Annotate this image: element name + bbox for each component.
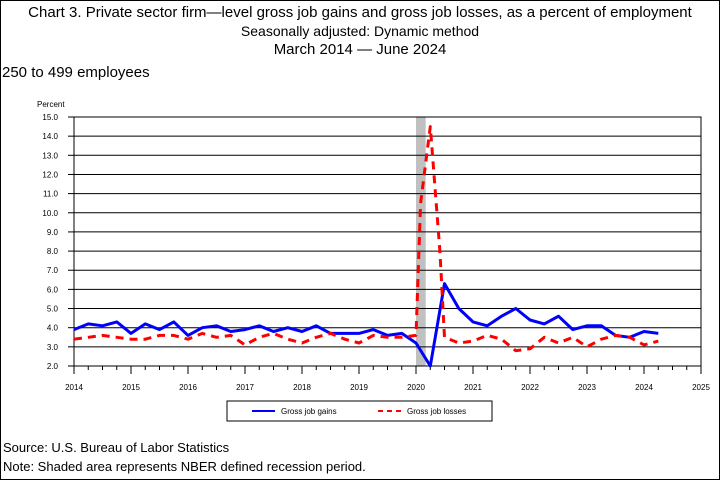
series-line-gains: [73, 282, 659, 368]
y-tick-label: 8.0: [47, 247, 59, 256]
y-tick-label: 13.0: [42, 151, 58, 160]
y-tick-label: 15.0: [42, 113, 58, 122]
x-tick-label: 2015: [122, 383, 140, 392]
y-tick-label: 14.0: [42, 132, 58, 141]
x-tick-label: 2025: [692, 383, 710, 392]
legend-label-gains: Gross job gains: [281, 407, 337, 416]
y-tick-label: 9.0: [47, 228, 59, 237]
x-tick-label: 2020: [407, 383, 425, 392]
legend-label-losses: Gross job losses: [407, 407, 466, 416]
y-tick-label: 10.0: [42, 209, 58, 218]
chart-subtitle: 250 to 499 employees: [2, 64, 150, 81]
recession-note: Note: Shaded area represents NBER define…: [3, 459, 366, 474]
y-tick-label: 11.0: [43, 190, 59, 199]
y-tick-label: 5.0: [47, 305, 59, 314]
x-tick-label: 2021: [464, 383, 482, 392]
x-tick-label: 2014: [65, 383, 83, 392]
x-tick-label: 2023: [578, 383, 596, 392]
y-tick-label: 12.0: [42, 170, 58, 179]
x-tick-label: 2019: [350, 383, 368, 392]
chart-title-method: Seasonally adjusted: Dynamic method: [240, 23, 480, 39]
x-tick-label: 2024: [635, 383, 653, 392]
recession-shade: [416, 117, 426, 366]
x-tick-label: 2018: [293, 383, 311, 392]
x-tick-label: 2016: [179, 383, 197, 392]
y-tick-label: 3.0: [47, 343, 59, 352]
chart-title: Chart 3. Private sector firm—level gross…: [28, 4, 692, 21]
x-tick-label: 2017: [236, 383, 254, 392]
series-line-losses: [73, 125, 659, 353]
y-tick-label: 4.0: [47, 324, 59, 333]
chart-title-period: March 2014 — June 2024: [273, 41, 447, 58]
x-tick-label: 2022: [521, 383, 539, 392]
y-tick-label: 2.0: [47, 362, 59, 371]
legend-box: [226, 400, 493, 422]
y-tick-label: 6.0: [47, 285, 59, 294]
y-axis-label: Percent: [37, 100, 65, 109]
y-tick-label: 7.0: [47, 266, 59, 275]
source-note: Source: U.S. Bureau of Labor Statistics: [3, 440, 230, 455]
